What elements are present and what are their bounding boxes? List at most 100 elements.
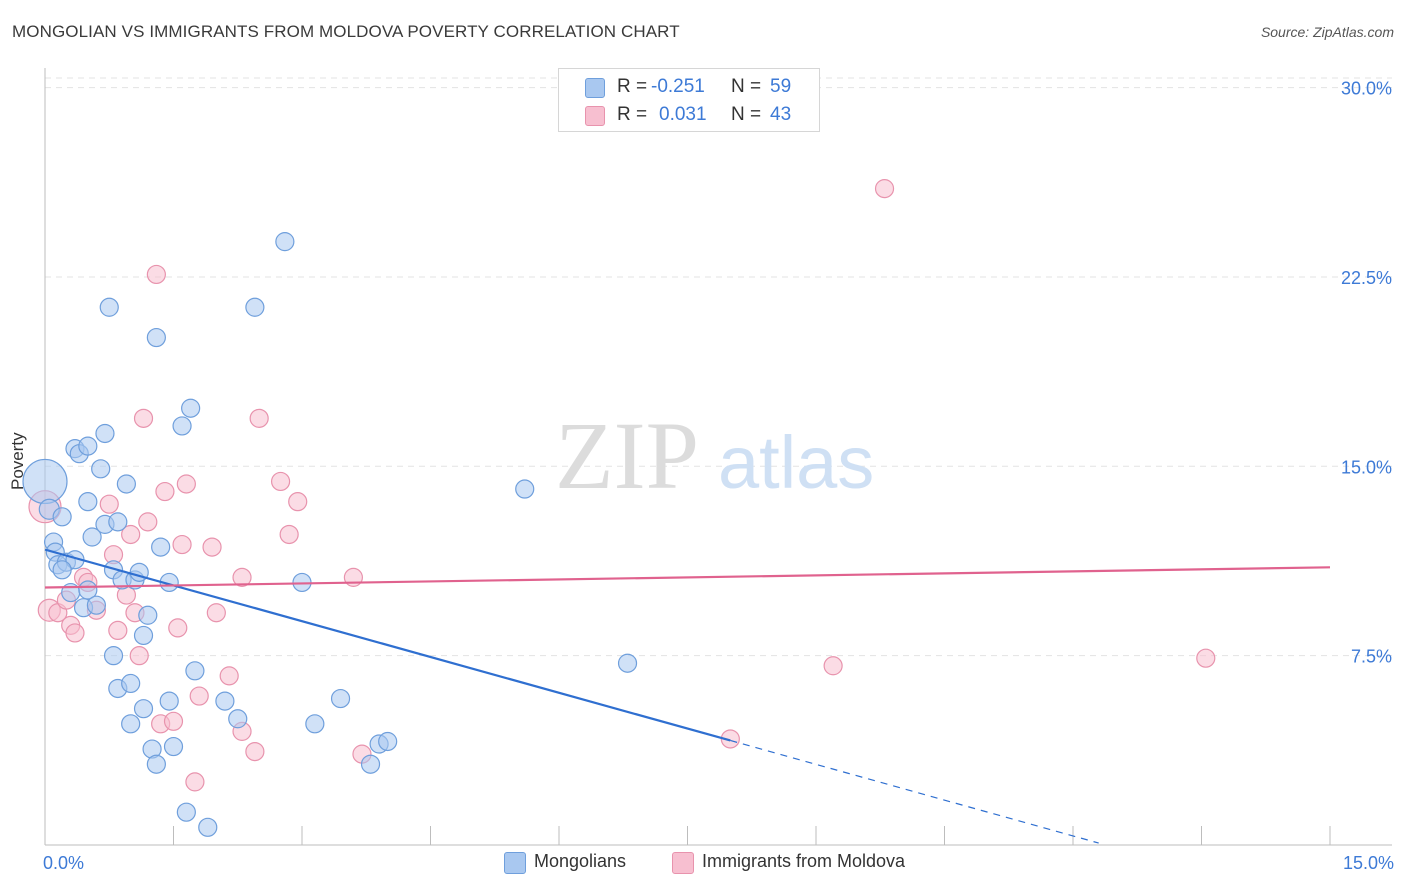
bottom-legend-swatch	[504, 852, 526, 874]
moldova-point	[1196, 648, 1216, 668]
legend-n-value: 59	[770, 76, 792, 97]
mongolian-point	[121, 673, 141, 694]
series-mongolians-points	[22, 232, 638, 837]
mongolian-point	[22, 458, 68, 505]
mongolian-point	[245, 297, 265, 317]
tick-labels: 7.5% 15.0% 22.5% 30.0% 0.0% 15.0%	[43, 79, 1394, 873]
moldova-point	[172, 534, 192, 555]
moldova-point	[232, 567, 252, 587]
moldova-trend-line	[44, 566, 1331, 589]
mongolian-point	[91, 459, 111, 479]
mongolian-point	[146, 754, 166, 774]
mongolian-point	[151, 537, 171, 557]
moldova-point	[206, 603, 226, 623]
mongolian-point	[181, 398, 201, 418]
moldova-point	[249, 408, 269, 428]
mongolian-point	[185, 661, 205, 681]
bottom-legend-swatch	[672, 852, 694, 874]
moldova-point	[219, 666, 239, 686]
bottom-legend-label: Mongolians	[534, 851, 627, 871]
correlation-legend: R = -0.251 N = 59 R = 0.031 N = 43	[558, 68, 820, 132]
mongolian-point	[215, 691, 235, 711]
trend-lines	[44, 548, 1331, 844]
moldova-point	[108, 620, 128, 641]
moldova-point	[133, 408, 154, 428]
moldova-point	[163, 711, 184, 731]
legend-swatch-moldova	[585, 106, 605, 126]
moldova-point	[146, 264, 166, 285]
mongolian-point	[163, 736, 184, 757]
mongolian-point	[78, 492, 98, 512]
moldova-point	[121, 524, 141, 545]
mongolian-point	[360, 754, 381, 774]
legend-n-label: N =	[731, 76, 762, 97]
legend-n-value: 43	[770, 104, 792, 125]
mongolian-point	[82, 527, 102, 547]
moldova-point	[288, 492, 308, 512]
y-tick-label: 22.5%	[1341, 268, 1392, 288]
mongolian-point	[103, 646, 124, 666]
legend-r-value: -0.251	[651, 76, 705, 97]
legend-row-mongolians: R = -0.251 N = 59	[559, 73, 819, 101]
mongolian-point	[138, 605, 158, 625]
chart-title: MONGOLIAN VS IMMIGRANTS FROM MOLDOVA POV…	[12, 22, 680, 41]
legend-r-label: R =	[617, 76, 648, 97]
mongolian-point	[116, 474, 136, 494]
moldova-point	[176, 474, 196, 494]
mongolian-point	[159, 691, 179, 711]
moldova-point	[245, 741, 265, 762]
legend-r-value: 0.031	[659, 104, 707, 125]
mongolian-point	[95, 423, 115, 444]
moldova-point	[129, 646, 149, 666]
mongolian-point	[78, 580, 98, 600]
mongolian-point	[228, 709, 248, 729]
source-label: Source: ZipAtlas.com	[1260, 24, 1394, 40]
mongolians-trend-extension	[730, 739, 1099, 844]
legend-swatch-mongolians	[585, 78, 605, 98]
moldova-point	[138, 512, 158, 532]
mongolian-point	[133, 625, 154, 646]
moldova-point	[823, 656, 843, 676]
y-axis-label: Poverty	[8, 432, 27, 490]
mongolian-point	[330, 688, 351, 709]
moldova-point	[202, 537, 222, 557]
watermark: ZIP atlas	[555, 402, 874, 509]
mongolian-point	[108, 512, 128, 532]
moldova-point	[99, 494, 119, 514]
mongolian-point	[86, 595, 107, 615]
watermark-atlas: atlas	[718, 421, 874, 504]
mongolian-point	[52, 507, 72, 527]
y-tick-label: 7.5%	[1351, 647, 1392, 667]
x-tick-label: 15.0%	[1343, 853, 1394, 873]
mongolian-point	[133, 699, 154, 719]
legend-row-moldova: R = 0.031 N = 43	[559, 101, 819, 129]
moldova-point	[65, 623, 85, 643]
mongolian-point	[275, 232, 295, 252]
watermark-zip: ZIP	[555, 402, 699, 509]
mongolian-point	[378, 731, 398, 752]
x-tick-label: 0.0%	[43, 853, 84, 873]
moldova-point	[189, 686, 209, 706]
moldova-point	[155, 481, 175, 502]
mongolian-point	[198, 817, 218, 837]
mongolian-point	[617, 653, 638, 673]
legend-n-label: N =	[731, 104, 762, 125]
mongolian-point	[52, 560, 72, 580]
mongolian-point	[121, 714, 141, 734]
y-tick-label: 30.0%	[1341, 79, 1392, 99]
mongolian-point	[305, 714, 325, 734]
moldova-point	[185, 772, 205, 792]
y-tick-label: 15.0%	[1341, 457, 1392, 477]
mongolian-point	[99, 297, 119, 317]
legend-r-label: R =	[617, 104, 648, 125]
moldova-point	[279, 524, 299, 545]
bottom-legend-label: Immigrants from Moldova	[702, 851, 906, 871]
mongolian-point	[172, 416, 192, 436]
axes	[44, 68, 1392, 846]
moldova-point	[168, 618, 188, 638]
mongolian-point	[146, 327, 166, 348]
moldova-point	[874, 179, 895, 199]
mongolian-point	[515, 479, 535, 499]
mongolian-point	[78, 436, 98, 456]
